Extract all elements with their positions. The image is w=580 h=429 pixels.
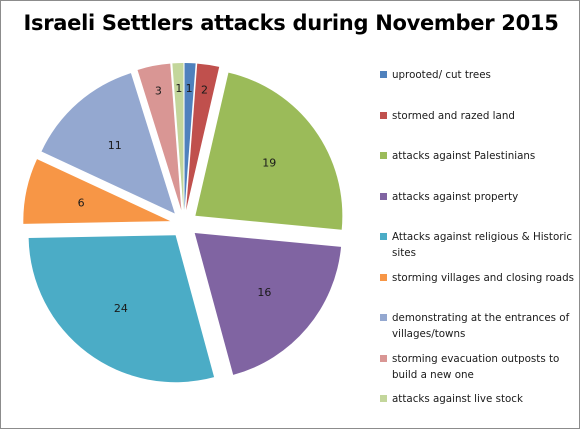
chart-title: Israeli Settlers attacks during November… xyxy=(23,11,559,35)
pie-slice xyxy=(23,159,171,224)
data-label: 1 xyxy=(186,82,193,95)
legend-label: Attacks against religious & Historic sit… xyxy=(392,231,573,259)
legend-label: stormed and razed land xyxy=(392,109,515,122)
legend-swatch xyxy=(380,314,387,321)
pie-slice xyxy=(172,63,184,211)
pie-slice xyxy=(137,63,182,211)
legend-swatch xyxy=(380,273,387,281)
pie-slice xyxy=(184,63,196,211)
legend-swatch xyxy=(380,354,387,362)
legend-swatch xyxy=(380,152,387,159)
pie-slice xyxy=(195,72,343,230)
legend-label: attacks against live stock xyxy=(392,393,523,405)
legend-label: attacks against property xyxy=(392,190,519,203)
data-label: 6 xyxy=(78,196,85,209)
pie-slice xyxy=(194,233,342,375)
legend-swatch xyxy=(380,71,387,78)
legend-label: storming villages and closing roads xyxy=(392,271,575,284)
legend-label: uprooted/ cut trees xyxy=(392,69,491,81)
pie-slice xyxy=(28,235,215,383)
legend-label: attacks against Palestinians xyxy=(392,150,536,162)
legend-swatch xyxy=(380,233,387,240)
legend-swatch xyxy=(380,111,387,119)
legend-swatch xyxy=(380,192,387,200)
data-label: 24 xyxy=(114,302,128,315)
legend-label: storming evacuation outposts to build a … xyxy=(392,352,560,381)
pie-slice xyxy=(41,73,175,214)
data-label: 1 xyxy=(175,82,182,95)
legend-label: demonstrating at the entrances of villag… xyxy=(392,312,570,340)
data-label: 2 xyxy=(201,84,208,97)
legend-swatch xyxy=(380,395,387,402)
data-label: 3 xyxy=(155,84,162,97)
data-label: 11 xyxy=(108,139,122,152)
data-label: 19 xyxy=(262,157,276,170)
data-label: 16 xyxy=(257,286,271,299)
pie-slice xyxy=(186,63,220,211)
